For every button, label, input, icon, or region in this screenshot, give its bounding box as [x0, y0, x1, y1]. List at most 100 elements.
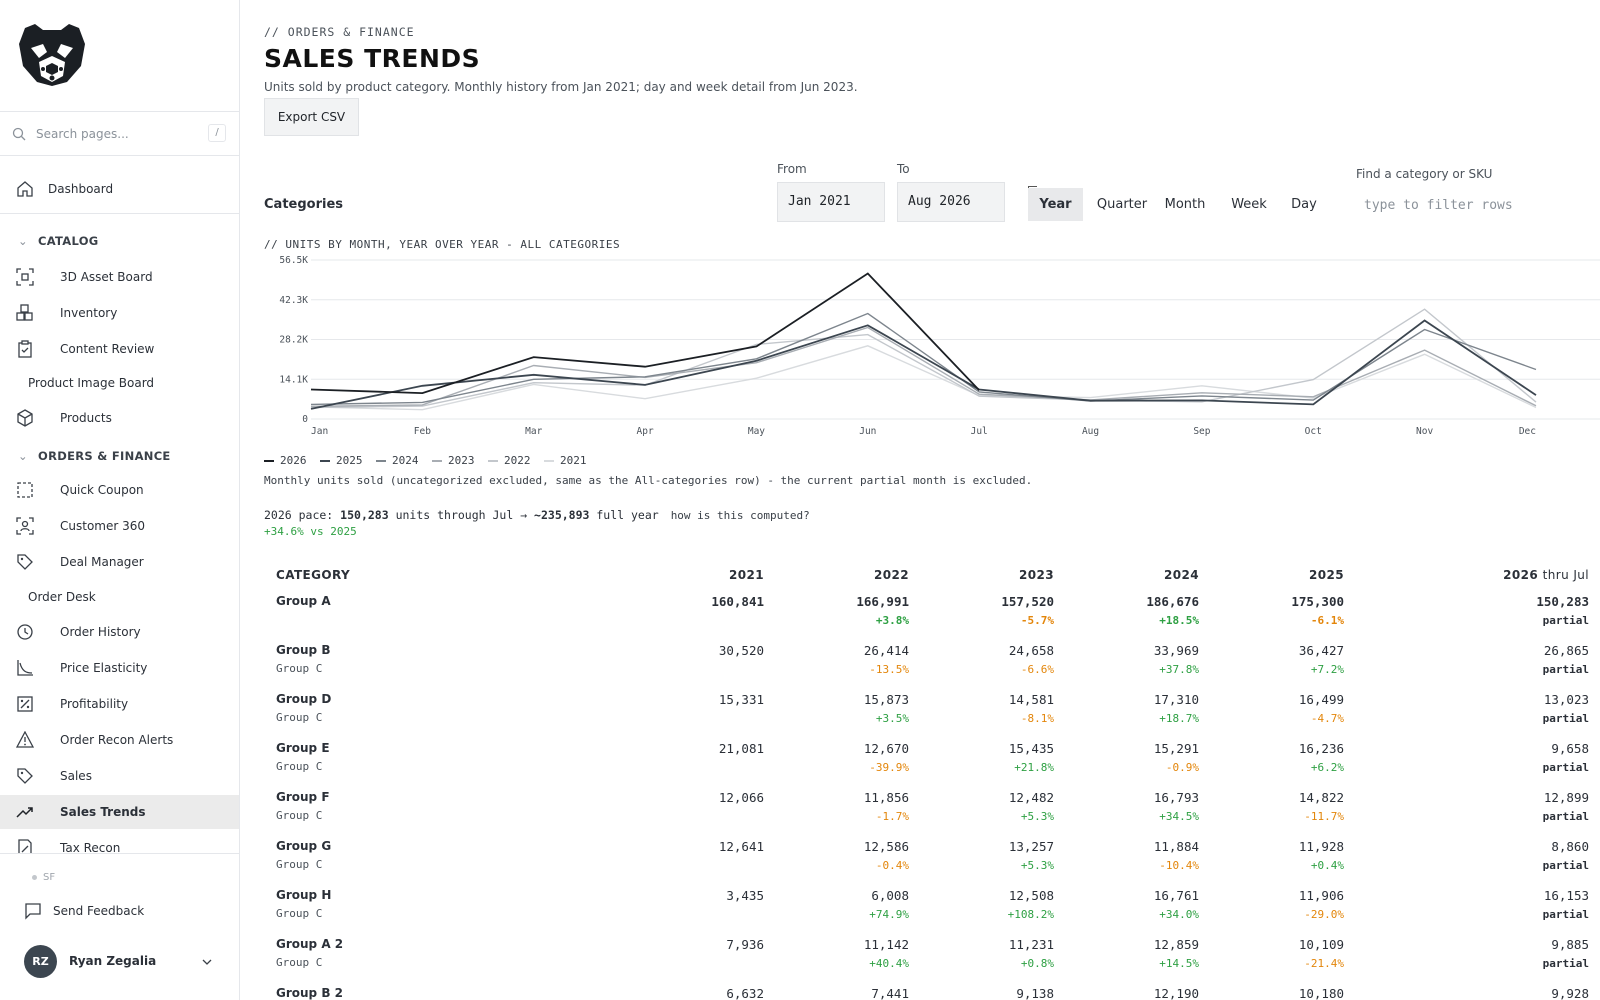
categories-label: Categories — [264, 197, 344, 212]
sidebar-item-sales[interactable]: Sales — [0, 759, 239, 793]
trending-up-icon — [16, 807, 33, 818]
sidebar-item-profitability[interactable]: Profitability — [0, 687, 239, 721]
cell-delta: -39.9% — [869, 761, 909, 774]
tag-icon — [17, 554, 33, 570]
category-parent: Group C — [276, 711, 323, 724]
user-menu[interactable]: RZ Ryan Zegalia — [0, 945, 239, 979]
user-name: Ryan Zegalia — [69, 954, 157, 968]
sidebar-item-label: Profitability — [60, 697, 129, 711]
section-catalog[interactable]: ⌄ CATALOG — [18, 234, 218, 250]
legend-swatch — [544, 460, 554, 462]
tags-icon — [17, 768, 33, 784]
legend-swatch — [264, 460, 274, 462]
sidebar-item-tax-recon[interactable]: Tax Recon — [0, 831, 239, 853]
bear-logo-icon[interactable] — [17, 22, 87, 88]
from-date-input[interactable]: Jan 2021 — [777, 182, 885, 222]
sidebar-divider — [0, 111, 239, 112]
chevron-down-icon — [202, 959, 212, 965]
environment-label: SF — [43, 872, 56, 883]
sidebar-item-label: 3D Asset Board — [60, 270, 153, 284]
sidebar-item-price-elasticity[interactable]: Price Elasticity — [0, 651, 239, 685]
cell-value: 11,928 — [1298, 839, 1344, 854]
legend-item[interactable]: 2026 — [264, 454, 307, 467]
send-feedback-button[interactable]: Send Feedback — [0, 895, 239, 929]
cell-delta: +0.4% — [1310, 859, 1344, 872]
table-row[interactable]: Group E Group C 21,081 12,670 -39.9% 15,435 +2… — [264, 737, 1600, 785]
partial-badge: partial — [1542, 761, 1589, 774]
cell-delta: -4.7% — [1310, 712, 1344, 725]
table-row[interactable]: Group F Group C 12,066 11,856 -1.7% 12,482 +5.… — [264, 786, 1600, 834]
search-icon — [12, 127, 26, 141]
category-name: Group B — [276, 643, 331, 657]
sidebar-item-deal-manager[interactable]: Deal Manager — [0, 545, 239, 579]
cell-value: 11,231 — [1008, 937, 1054, 952]
table-row[interactable]: Group D Group C 15,331 15,873 +3.5% 14,581 -8.… — [264, 688, 1600, 736]
sidebar-item-order-history[interactable]: Order History — [0, 615, 239, 649]
granularity-month[interactable]: Month — [1160, 188, 1210, 221]
sidebar-item-label: Tax Recon — [60, 841, 121, 853]
cell-value: 36,427 — [1298, 643, 1344, 658]
export-csv-button[interactable]: Export CSV — [264, 98, 359, 136]
granularity-year[interactable]: Year — [1028, 188, 1083, 221]
cell-value: 15,291 — [1153, 741, 1199, 756]
sidebar-item-sales-trends[interactable]: Sales Trends — [0, 795, 239, 829]
granularity-day[interactable]: Day — [1284, 188, 1324, 221]
legend-item[interactable]: 2023 — [432, 454, 475, 467]
y-tick-label: 14.1K — [279, 374, 308, 385]
cell-value: 9,138 — [1016, 986, 1054, 1000]
header-2021[interactable]: 2021 — [729, 568, 764, 582]
sidebar-item-label: Inventory — [60, 306, 118, 320]
sidebar-item-products[interactable]: Products — [0, 401, 239, 435]
section-orders-finance[interactable]: ⌄ ORDERS & FINANCE — [18, 449, 218, 465]
sidebar-item-label: Price Elasticity — [60, 661, 148, 675]
header-category[interactable]: CATEGORY — [276, 568, 351, 582]
avatar: RZ — [24, 945, 57, 978]
sidebar-item-quick-coupon[interactable]: Quick Coupon — [0, 473, 239, 507]
status-dot — [32, 874, 37, 880]
granularity-week[interactable]: Week — [1224, 188, 1274, 221]
pace-prefix: 2026 pace: — [264, 508, 341, 522]
legend-item[interactable]: 2024 — [376, 454, 419, 467]
to-date-input[interactable]: Aug 2026 — [897, 182, 1005, 222]
sidebar-item-content-review[interactable]: Content Review — [0, 332, 239, 366]
sidebar-item-3d-asset-board[interactable]: 3D Asset Board — [0, 260, 239, 294]
category-name: Group E — [276, 741, 330, 755]
table-row[interactable]: Group G Group C 12,641 12,586 -0.4% 13,257 +5.… — [264, 835, 1600, 883]
sidebar-item-order-desk[interactable]: Order Desk — [28, 590, 96, 604]
cell-value: 12,859 — [1153, 937, 1199, 952]
x-tick-label: Oct — [1305, 426, 1322, 437]
sidebar-item-order-recon-alerts[interactable]: Order Recon Alerts — [0, 723, 239, 757]
cell-delta: -8.1% — [1020, 712, 1054, 725]
sidebar-item-dashboard[interactable]: Dashboard — [0, 172, 239, 206]
sidebar-item-inventory[interactable]: Inventory — [0, 296, 239, 330]
cell-delta: +0.8% — [1020, 957, 1054, 970]
legend-label: 2021 — [560, 454, 587, 467]
category-name: Group A — [276, 594, 331, 608]
filter-rows-input[interactable] — [1356, 190, 1596, 220]
table-row[interactable]: Group A 2 Group C 7,936 11,142 +40.4% 11,231 +… — [264, 933, 1600, 981]
cell-delta: -6.1% — [1310, 614, 1344, 627]
sidebar-search[interactable]: Search pages... / — [12, 124, 228, 144]
table-row[interactable]: Group B 2 6,632 7,441 9,138 12,190 10,180 9,92… — [264, 982, 1600, 1000]
cell-value: 11,142 — [863, 937, 909, 952]
legend-item[interactable]: 2025 — [320, 454, 363, 467]
cell-value: 30,520 — [718, 643, 764, 658]
sidebar-item-product-image-board[interactable]: Product Image Board — [28, 376, 155, 390]
table-row[interactable]: Group B Group C 30,520 26,414 -13.5% 24,658 -6… — [264, 639, 1600, 687]
sidebar-item-customer-360[interactable]: Customer 360 — [0, 509, 239, 543]
header-2025[interactable]: 2025 — [1309, 568, 1344, 582]
table-row[interactable]: Group A 160,841 166,991 +3.8% 157,520 -5.7% 18… — [264, 590, 1600, 638]
header-2024[interactable]: 2024 — [1164, 568, 1199, 582]
header-2026[interactable]: 2026 thru Jul — [1394, 568, 1589, 582]
header-2023[interactable]: 2023 — [1019, 568, 1054, 582]
legend-item[interactable]: 2022 — [488, 454, 531, 467]
cell-value: 26,414 — [863, 643, 909, 658]
how-computed-link[interactable]: how is this computed? — [670, 509, 810, 522]
cell-delta: +18.5% — [1159, 614, 1199, 627]
legend-item[interactable]: 2021 — [544, 454, 587, 467]
header-2022[interactable]: 2022 — [874, 568, 909, 582]
granularity-quarter[interactable]: Quarter — [1092, 188, 1152, 221]
table-row[interactable]: Group H Group C 3,435 6,008 +74.9% 12,508 +108… — [264, 884, 1600, 932]
search-input[interactable]: Search pages... — [36, 127, 129, 141]
x-tick-label: Nov — [1416, 426, 1433, 437]
